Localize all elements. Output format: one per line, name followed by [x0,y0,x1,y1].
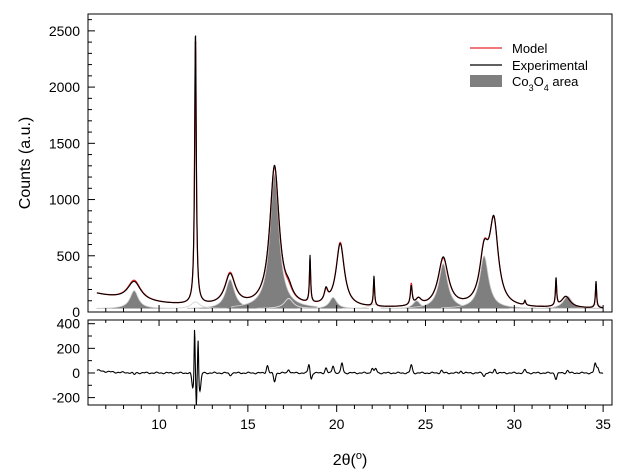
phase-curve-4 [564,303,604,309]
legend-co3o4-label-main: Co [512,74,529,89]
main-y-tick-label: 0 [72,304,80,320]
main-x-ticks [105,305,604,312]
residual-y-tick-label: -200 [52,390,80,406]
co3o4-area-peak-2 [231,172,318,310]
phase-curve-3 [508,304,573,310]
residual-series-line [96,329,604,406]
x-axis-title: 2θ(o) [333,450,368,469]
main-plot-panel: 0 500 1000 1500 2000 2500 Counts (a.u.) Model… [17,13,613,320]
legend-co3o4-label-mid: O [534,74,544,89]
residual-x-tick-label: 30 [507,416,523,432]
main-y-tick-label: 1000 [49,192,80,208]
residual-x-tick-label: 10 [151,416,167,432]
co3o4-area-peak-0 [96,290,175,310]
legend-experimental-label: Experimental [512,58,588,73]
residual-y-tick-label: 200 [57,340,81,356]
residual-x-tick-label: 15 [240,416,256,432]
main-y-tick-label: 1500 [49,135,80,151]
legend-co3o4-label: Co3O4 area [512,74,579,93]
residual-y-ticks: -200 0 200 400 [52,316,95,406]
phase-curve-1 [256,297,321,309]
legend-co3o4-label-sub1: 3 [529,83,534,93]
residual-x-tick-label: 25 [418,416,434,432]
phase-curves [163,297,604,310]
main-y-tick-label: 500 [57,248,81,264]
main-y-ticks: 0 500 1000 1500 2000 2500 [49,19,95,320]
main-y-tick-label: 2000 [49,79,80,95]
phase-curve-2 [342,303,406,309]
residual-plot-frame [87,319,613,406]
legend-co3o4-label-tail: area [549,74,579,89]
experimental-series-line [96,35,604,309]
residual-x-tick-label: 20 [329,416,345,432]
residual-y-tick-label: 0 [72,365,80,381]
co3o4-area-peak-7 [524,295,604,310]
residual-x-ticks: 10 15 20 25 30 35 [105,320,611,432]
y-axis-title: Counts (a.u.) [17,117,34,209]
legend-co3o4-swatch [470,75,502,87]
residual-y-tick-label: 400 [57,316,81,332]
x-axis-title-sup: o [356,450,362,462]
main-y-tick-label: 2500 [49,23,80,39]
residual-plot-panel: -200 0 200 400 10 15 20 25 30 35 2θ(o) [52,316,613,469]
main-plot-frame [87,13,613,313]
x-axis-title-tail: ) [362,452,367,469]
x-axis-title-main: 2θ( [333,452,357,469]
co3o4-area-peak-6 [441,255,528,310]
phase-curve-0 [163,301,228,309]
co3o4-area-fills [96,172,604,310]
legend-model-label: Model [512,41,548,56]
residual-x-tick-label: 35 [595,416,611,432]
legend: Model Experimental Co3O4 area [470,41,588,93]
legend-co3o4-label-sub2: 4 [544,83,549,93]
